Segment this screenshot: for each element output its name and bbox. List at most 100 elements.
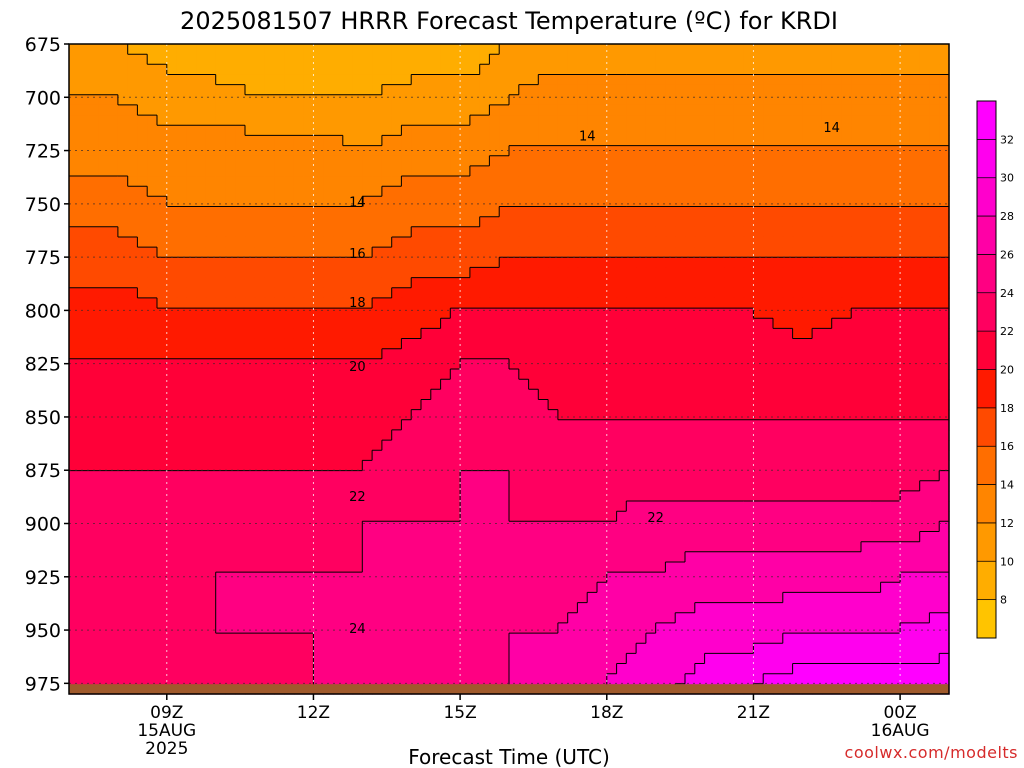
field-cell — [929, 369, 940, 380]
field-cell — [264, 328, 275, 340]
field-cell — [313, 440, 324, 451]
field-cell — [870, 308, 882, 319]
field-cell — [401, 521, 412, 533]
field-cell — [186, 348, 197, 360]
field-cell — [626, 186, 637, 197]
field-cell — [391, 389, 403, 401]
field-cell — [88, 216, 99, 228]
field-cell — [861, 348, 872, 360]
field-cell — [880, 511, 891, 522]
field-cell — [782, 419, 794, 431]
field-cell — [215, 236, 227, 248]
field-cell — [205, 104, 217, 116]
field-cell — [880, 216, 891, 228]
field-cell — [909, 450, 921, 462]
field-cell — [802, 186, 813, 197]
field-cell — [724, 297, 735, 309]
field-cell — [753, 155, 764, 167]
field-cell — [303, 104, 315, 116]
field-cell — [841, 287, 852, 299]
field-cell — [421, 541, 432, 553]
field-cell — [137, 287, 148, 299]
field-cell — [587, 94, 598, 106]
field-cell — [450, 592, 461, 604]
field-cell — [597, 54, 608, 65]
field-cell — [117, 318, 129, 329]
field-cell — [548, 236, 559, 248]
field-cell — [284, 541, 295, 553]
field-cell — [880, 115, 891, 126]
field-cell — [792, 490, 803, 502]
field-cell — [675, 206, 686, 218]
field-cell — [577, 531, 588, 543]
field-cell — [802, 308, 813, 319]
field-cell — [293, 490, 305, 502]
field-cell — [538, 429, 549, 441]
field-cell — [245, 338, 256, 350]
field-cell — [606, 592, 618, 604]
field-cell — [108, 186, 119, 197]
field-cell — [372, 450, 383, 462]
field-cell — [235, 297, 246, 309]
field-cell — [812, 145, 823, 157]
field-cell — [626, 389, 637, 401]
field-cell — [225, 379, 236, 390]
field-cell — [303, 470, 315, 482]
field-cell — [323, 440, 334, 451]
field-cell — [929, 226, 940, 238]
field-cell — [782, 460, 794, 472]
field-cell — [440, 440, 451, 451]
field-cell — [763, 440, 774, 451]
field-cell — [147, 358, 158, 370]
field-cell — [293, 176, 305, 187]
field-cell — [626, 541, 637, 553]
field-cell — [303, 602, 315, 614]
field-cell — [293, 64, 305, 76]
field-cell — [489, 460, 500, 472]
field-cell — [567, 440, 579, 451]
field-cell — [773, 419, 784, 431]
field-cell — [509, 277, 520, 289]
field-cell — [303, 115, 315, 126]
field-cell — [616, 125, 627, 137]
field-cell — [616, 257, 627, 269]
field-cell — [841, 541, 852, 553]
field-cell — [78, 176, 90, 187]
field-cell — [733, 450, 745, 462]
field-cell — [841, 308, 852, 319]
field-cell — [870, 460, 882, 472]
field-cell — [812, 551, 823, 563]
field-cell — [890, 440, 901, 451]
field-cell — [254, 196, 266, 208]
field-cell — [460, 531, 471, 543]
field-cell — [528, 501, 539, 512]
field-cell — [616, 94, 627, 106]
field-cell — [381, 348, 393, 360]
field-cell — [636, 338, 647, 350]
field-cell — [685, 409, 696, 421]
field-cell — [733, 64, 745, 76]
field-cell — [401, 216, 412, 228]
field-cell — [548, 572, 559, 583]
field-cell — [782, 511, 794, 522]
field-cell — [391, 592, 403, 604]
field-cell — [743, 318, 755, 329]
field-cell — [137, 115, 148, 126]
field-cell — [939, 348, 950, 360]
field-cell — [254, 44, 266, 55]
field-cell — [694, 297, 706, 309]
field-cell — [274, 54, 285, 65]
field-cell — [518, 145, 530, 157]
field-cell — [753, 369, 764, 380]
field-cell — [205, 54, 217, 65]
field-cell — [909, 236, 921, 248]
field-cell — [675, 125, 686, 137]
field-cell — [293, 216, 305, 228]
field-cell — [137, 572, 148, 583]
field-cell — [293, 297, 305, 309]
field-cell — [733, 440, 745, 451]
field-cell — [235, 328, 246, 340]
field-cell — [225, 369, 236, 380]
field-cell — [528, 379, 539, 390]
field-cell — [929, 379, 940, 390]
